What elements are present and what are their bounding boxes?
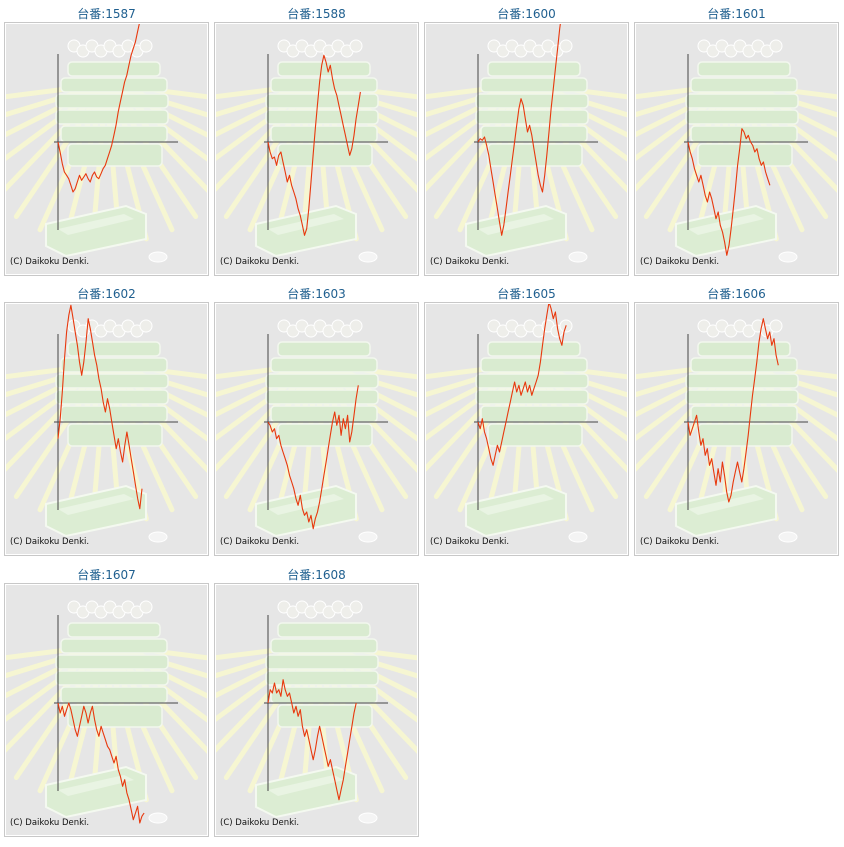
slump-chart: (C) Daikoku Denki. <box>6 585 207 835</box>
chart-frame[interactable]: (C) Daikoku Denki. <box>634 22 839 276</box>
machine-number-link[interactable]: 台番:1587 <box>77 7 136 21</box>
chart-cell: 台番:1602 (C) Daikoku Denki. <box>4 280 209 556</box>
slump-chart: (C) Daikoku Denki. <box>6 24 207 274</box>
chart-cell: 台番:1600 (C) Daikoku Denki. <box>424 0 629 276</box>
chart-cell: 台番:1587 (C) Daikoku Denki. <box>4 0 209 276</box>
chart-cell: 台番:1608 (C) Daikoku Denki. <box>214 561 419 837</box>
copyright-text: (C) Daikoku Denki. <box>640 537 719 547</box>
series-line <box>477 24 561 236</box>
background-art-icon <box>6 585 207 835</box>
chart-cell: 台番:1588 (C) Daikoku Denki. <box>214 0 419 276</box>
chart-cell: 台番:1605 (C) Daikoku Denki. <box>424 280 629 556</box>
series-line <box>267 385 359 530</box>
chart-frame[interactable]: (C) Daikoku Denki. <box>4 583 209 837</box>
background-art-icon <box>216 24 417 274</box>
series-line <box>267 54 361 236</box>
background-art-icon <box>426 24 627 274</box>
slump-chart: (C) Daikoku Denki. <box>426 24 627 274</box>
chart-frame[interactable]: (C) Daikoku Denki. <box>214 22 419 276</box>
chart-frame[interactable]: (C) Daikoku Denki. <box>424 22 629 276</box>
chart-frame[interactable]: (C) Daikoku Denki. <box>4 302 209 556</box>
background-art-icon <box>216 585 417 835</box>
slump-chart: (C) Daikoku Denki. <box>6 304 207 554</box>
machine-number-link[interactable]: 台番:1588 <box>287 7 346 21</box>
background-art-icon <box>216 304 417 554</box>
chart-cell: 台番:1601 (C) Daikoku Denki. <box>634 0 839 276</box>
copyright-text: (C) Daikoku Denki. <box>640 257 719 267</box>
chart-frame[interactable]: (C) Daikoku Denki. <box>214 583 419 837</box>
chart-frame[interactable]: (C) Daikoku Denki. <box>4 22 209 276</box>
slump-chart: (C) Daikoku Denki. <box>216 585 417 835</box>
copyright-text: (C) Daikoku Denki. <box>10 818 89 828</box>
series-line <box>477 304 567 466</box>
copyright-text: (C) Daikoku Denki. <box>220 257 299 267</box>
copyright-text: (C) Daikoku Denki. <box>10 257 89 267</box>
chart-frame[interactable]: (C) Daikoku Denki. <box>214 302 419 556</box>
machine-number-link[interactable]: 台番:1603 <box>287 287 346 301</box>
background-art-icon <box>6 24 207 274</box>
machine-number-link[interactable]: 台番:1602 <box>77 287 136 301</box>
machine-number-link[interactable]: 台番:1606 <box>707 287 766 301</box>
copyright-text: (C) Daikoku Denki. <box>220 818 299 828</box>
copyright-text: (C) Daikoku Denki. <box>430 257 509 267</box>
series-line <box>57 24 140 193</box>
copyright-text: (C) Daikoku Denki. <box>220 537 299 547</box>
series-line <box>267 679 357 801</box>
series-line <box>57 702 145 824</box>
background-art-icon <box>426 304 627 554</box>
machine-number-link[interactable]: 台番:1600 <box>497 7 556 21</box>
series-line <box>57 304 143 510</box>
series-line <box>687 128 771 256</box>
slump-chart: (C) Daikoku Denki. <box>636 304 837 554</box>
chart-cell: 台番:1603 (C) Daikoku Denki. <box>214 280 419 556</box>
chart-frame[interactable]: (C) Daikoku Denki. <box>424 302 629 556</box>
slump-chart: (C) Daikoku Denki. <box>216 24 417 274</box>
chart-frame[interactable]: (C) Daikoku Denki. <box>634 302 839 556</box>
slump-chart: (C) Daikoku Denki. <box>636 24 837 274</box>
background-art-icon <box>6 304 207 554</box>
chart-cell: 台番:1606 (C) Daikoku Denki. <box>634 280 839 556</box>
background-art-icon <box>636 24 837 274</box>
slump-chart: (C) Daikoku Denki. <box>216 304 417 554</box>
machine-number-link[interactable]: 台番:1601 <box>707 7 766 21</box>
chart-cell: 台番:1607 (C) Daikoku Denki. <box>4 561 209 837</box>
background-art-icon <box>636 304 837 554</box>
copyright-text: (C) Daikoku Denki. <box>430 537 509 547</box>
machine-number-link[interactable]: 台番:1608 <box>287 568 346 582</box>
copyright-text: (C) Daikoku Denki. <box>10 537 89 547</box>
series-line <box>687 318 779 503</box>
machine-number-link[interactable]: 台番:1607 <box>77 568 136 582</box>
slump-chart: (C) Daikoku Denki. <box>426 304 627 554</box>
machine-number-link[interactable]: 台番:1605 <box>497 287 556 301</box>
